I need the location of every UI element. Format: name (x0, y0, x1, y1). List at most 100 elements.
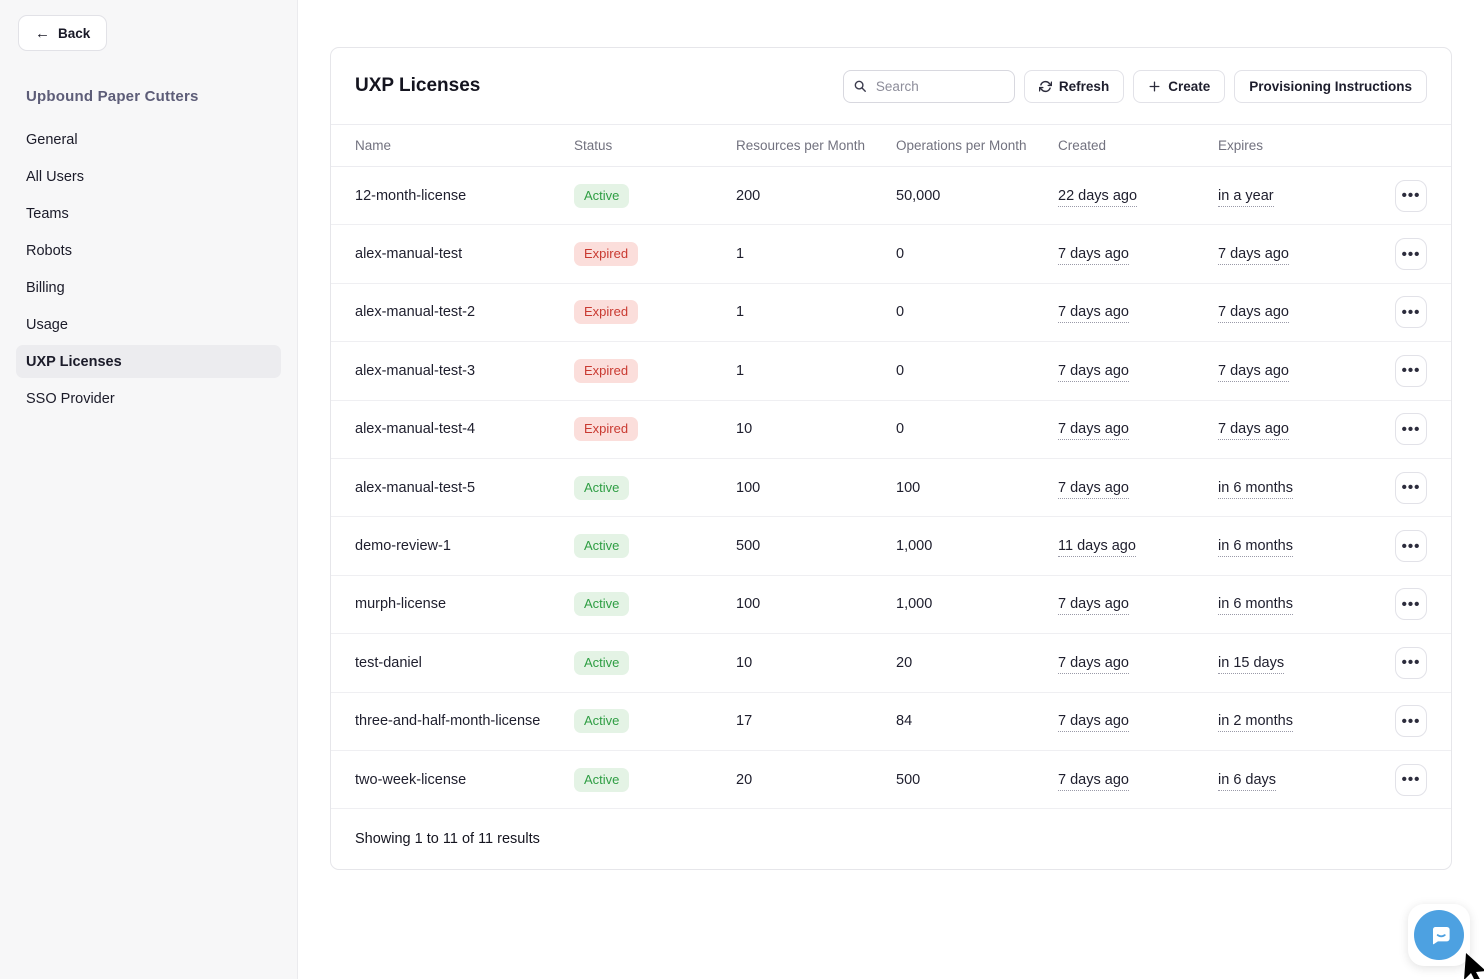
sidebar-item-general[interactable]: General (16, 123, 281, 156)
operations-per-month-value: 20 (896, 654, 913, 671)
chat-bubble-icon (1426, 922, 1452, 948)
refresh-button[interactable]: Refresh (1023, 69, 1125, 103)
sidebar-item-billing[interactable]: Billing (16, 271, 281, 304)
created-value[interactable]: 7 days ago (1058, 246, 1129, 266)
status-badge: Expired (574, 300, 639, 325)
ellipsis-icon: ••• (1401, 187, 1421, 205)
operations-per-month-value: 84 (896, 713, 913, 730)
ellipsis-icon: ••• (1401, 654, 1421, 672)
provisioning-button-label: Provisioning Instructions (1249, 78, 1412, 94)
expires-value[interactable]: in 6 months (1218, 479, 1293, 499)
resources-per-month-value: 1 (736, 362, 745, 379)
back-button[interactable]: ← Back (18, 15, 108, 51)
sidebar-item-label: Usage (26, 316, 68, 333)
operations-per-month-value: 1,000 (896, 538, 933, 555)
license-name: demo-review-1 (355, 538, 451, 555)
expires-value[interactable]: 7 days ago (1218, 421, 1289, 441)
search-icon (853, 79, 867, 93)
sidebar-item-robots[interactable]: Robots (16, 234, 281, 267)
sidebar-item-label: Teams (26, 205, 69, 222)
created-value[interactable]: 7 days ago (1058, 304, 1129, 324)
search-box (842, 69, 1015, 103)
resources-per-month-value: 1 (736, 246, 745, 263)
resources-per-month-value: 20 (736, 771, 753, 788)
license-name: two-week-license (355, 771, 467, 788)
sidebar-item-teams[interactable]: Teams (16, 197, 281, 230)
sidebar-item-uxp-licenses[interactable]: UXP Licenses (16, 345, 281, 378)
create-button[interactable]: Create (1133, 69, 1226, 103)
created-value[interactable]: 7 days ago (1058, 479, 1129, 499)
sidebar-item-sso-provider[interactable]: SSO Provider (16, 382, 281, 415)
expires-value[interactable]: in a year (1218, 187, 1274, 207)
sidebar-item-usage[interactable]: Usage (16, 308, 281, 341)
status-badge: Active (574, 534, 630, 559)
expires-value[interactable]: in 6 days (1218, 771, 1277, 791)
operations-per-month-value: 1,000 (896, 596, 933, 613)
row-actions-button[interactable]: ••• (1395, 179, 1427, 212)
row-actions-button[interactable]: ••• (1395, 471, 1427, 504)
expires-value[interactable]: in 2 months (1218, 713, 1293, 733)
created-value[interactable]: 7 days ago (1058, 596, 1129, 616)
sidebar-item-all-users[interactable]: All Users (16, 160, 281, 193)
table-body: 12-month-license Active 20 0 50,000 22 da… (331, 167, 1451, 810)
provisioning-instructions-button[interactable]: Provisioning Instructions (1234, 69, 1427, 103)
license-name: alex-manual-test-5 (355, 479, 476, 496)
status-badge: Active (574, 592, 630, 617)
chat-launcher-button[interactable] (1414, 910, 1464, 960)
row-actions-button[interactable]: ••• (1395, 763, 1427, 796)
created-value[interactable]: 7 days ago (1058, 713, 1129, 733)
operations-per-month-value: 0 (896, 304, 905, 321)
created-value[interactable]: 11 days ago (1058, 538, 1136, 558)
expires-value[interactable]: in 6 months (1218, 596, 1293, 616)
table-row: 12-month-license Active 200 50,000 22 da… (331, 167, 1451, 226)
back-button-label: Back (58, 25, 91, 41)
license-name: murph-license (355, 596, 447, 613)
resources-per-month-value: 17 (736, 713, 753, 730)
created-value[interactable]: 7 days ago (1058, 362, 1129, 382)
sidebar-item-label: Robots (26, 242, 72, 259)
expires-value[interactable]: in 6 months (1218, 538, 1293, 558)
row-actions-button[interactable]: ••• (1395, 530, 1427, 563)
sidebar-nav: General All Users Teams Robots Billing U… (0, 123, 297, 415)
operations-per-month-value: 50,000 (896, 187, 941, 204)
row-actions-button[interactable]: ••• (1395, 238, 1427, 271)
license-name: alex-manual-test (355, 246, 463, 263)
created-value[interactable]: 7 days ago (1058, 771, 1129, 791)
resources-per-month-value: 100 (736, 479, 761, 496)
ellipsis-icon: ••• (1401, 245, 1421, 263)
expires-value[interactable]: 7 days ago (1218, 304, 1289, 324)
results-count: Showing 1 to 11 of 11 results (355, 831, 540, 848)
create-button-label: Create (1168, 78, 1211, 94)
row-actions-button[interactable]: ••• (1395, 705, 1427, 738)
column-header-status: Status (574, 138, 613, 153)
plus-icon (1148, 80, 1161, 93)
created-value[interactable]: 7 days ago (1058, 654, 1129, 674)
expires-value[interactable]: in 15 days (1218, 654, 1285, 674)
created-value[interactable]: 22 days ago (1058, 187, 1138, 207)
status-badge: Active (574, 475, 630, 500)
page-title: UXP Licenses (355, 75, 481, 96)
column-header-expires: Expires (1218, 138, 1264, 153)
chat-launcher-container (1408, 904, 1470, 966)
row-actions-button[interactable]: ••• (1395, 588, 1427, 621)
ellipsis-icon: ••• (1401, 595, 1421, 613)
ellipsis-icon: ••• (1401, 303, 1421, 321)
refresh-button-label: Refresh (1058, 78, 1110, 94)
expires-value[interactable]: 7 days ago (1218, 362, 1289, 382)
expires-value[interactable]: 7 days ago (1218, 246, 1289, 266)
resources-per-month-value: 10 (736, 421, 753, 438)
ellipsis-icon: ••• (1401, 420, 1421, 438)
license-name: three-and-half-month-license (355, 713, 541, 730)
row-actions-button[interactable]: ••• (1395, 296, 1427, 329)
ellipsis-icon: ••• (1401, 771, 1421, 789)
operations-per-month-value: 0 (896, 362, 905, 379)
license-name: 12-month-license (355, 187, 467, 204)
created-value[interactable]: 7 days ago (1058, 421, 1129, 441)
table-row: alex-manual-test-3 Expired 1 0 7 days ag… (331, 342, 1451, 401)
row-actions-button[interactable]: ••• (1395, 413, 1427, 446)
header-actions: Refresh Create Provisioning Instructions (842, 69, 1427, 103)
search-input[interactable] (842, 69, 1015, 103)
row-actions-button[interactable]: ••• (1395, 354, 1427, 387)
status-badge: Active (574, 767, 630, 792)
row-actions-button[interactable]: ••• (1395, 646, 1427, 679)
